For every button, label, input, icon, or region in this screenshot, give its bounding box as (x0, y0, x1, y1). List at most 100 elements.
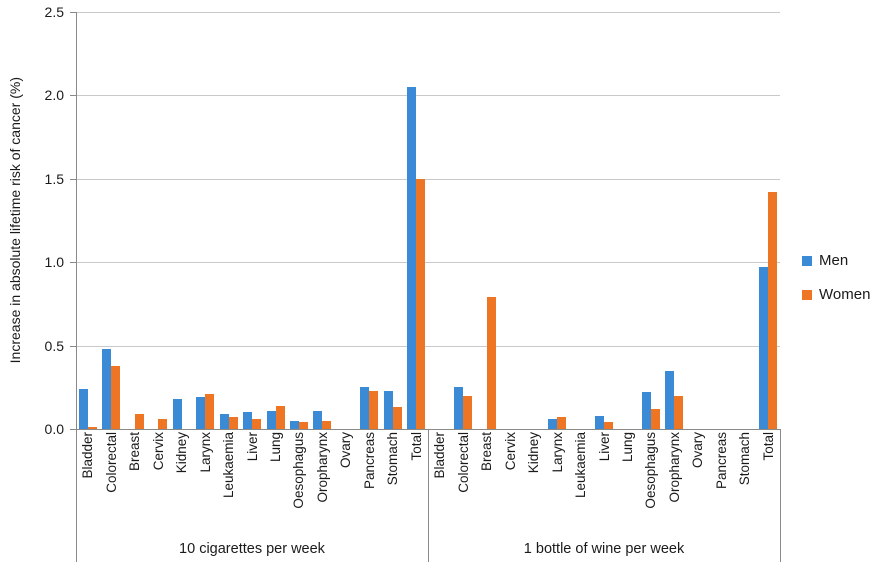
y-tick-label-0.5: 0.5 (44, 337, 64, 354)
bar-men-colorectal-group2 (454, 387, 464, 429)
y-tick-mark-2.5 (70, 12, 76, 13)
category-label-kidney-group2: Kidney (522, 432, 546, 528)
bar-men-oropharynx-group1 (313, 410, 323, 429)
bar-men-oesophagus-group2 (641, 392, 651, 429)
legend: Men Women (802, 252, 870, 320)
group-separator-0 (76, 429, 77, 562)
category-label-total-group2: Total (756, 432, 780, 528)
bar-men-oesophagus-group1 (289, 420, 299, 429)
y-tick-mark-2.0 (70, 95, 76, 97)
category-label-text: Breast (479, 432, 495, 472)
y-tick-label-2.0: 2.0 (44, 87, 64, 104)
category-label-lung-group2: Lung (616, 432, 640, 528)
category-label-text: Kidney (174, 432, 190, 474)
bar-men-larynx-group1 (196, 397, 206, 429)
y-tick-mark-0.0 (70, 429, 76, 430)
category-label-oesophagus-group1: Oesophagus (287, 432, 311, 528)
category-label-pancreas-group1: Pancreas (357, 432, 381, 528)
category-label-oropharynx-group2: Oropharynx (662, 432, 686, 528)
bar-women-cervix-group1 (158, 419, 168, 429)
category-label-total-group1: Total (404, 432, 428, 528)
gridline-1.5 (76, 178, 780, 180)
category-label-bladder-group1: Bladder (76, 432, 100, 528)
category-label-breast-group2: Breast (475, 432, 499, 528)
category-label-text: Cervix (502, 432, 518, 471)
bar-men-total-group1 (407, 87, 417, 429)
gridline-2.0 (76, 95, 780, 97)
category-label-bladder-group2: Bladder (428, 432, 452, 528)
bar-women-oesophagus-group1 (298, 422, 308, 429)
category-label-stomach-group1: Stomach (381, 432, 405, 528)
women-series-swatch (802, 289, 812, 300)
group-separator-1 (428, 429, 429, 562)
bar-men-larynx-group2 (548, 419, 558, 429)
category-label-liver-group1: Liver (240, 432, 264, 528)
category-label-text: Oropharynx (314, 432, 330, 503)
category-label-liver-group2: Liver (592, 432, 616, 528)
category-label-breast-group1: Breast (123, 432, 147, 528)
bar-women-oropharynx-group2 (674, 395, 684, 429)
y-tick-label-1.5: 1.5 (44, 170, 64, 187)
category-label-text: Cervix (150, 432, 166, 471)
category-label-text: Pancreas (713, 432, 729, 490)
bar-women-total-group1 (416, 178, 426, 429)
legend-item-men: Men (802, 252, 870, 269)
category-label-text: Liver (596, 432, 612, 462)
category-label-leukaemia-group2: Leukaemia (569, 432, 593, 528)
gridline-2.5 (76, 12, 780, 13)
category-label-text: Stomach (737, 432, 753, 486)
bar-women-oropharynx-group1 (322, 420, 332, 429)
group-label-wine: 1 bottle of wine per week (523, 541, 685, 557)
category-label-text: Leukaemia (221, 432, 236, 499)
category-label-text: Lung (620, 432, 635, 463)
category-label-text: Ovary (690, 432, 706, 469)
category-label-colorectal-group1: Colorectal (99, 432, 123, 528)
bar-men-leukaemia-group1 (219, 414, 229, 429)
category-label-lung-group1: Lung (264, 432, 288, 528)
bar-women-liver-group1 (252, 419, 261, 429)
category-label-text: Bladder (80, 432, 96, 479)
y-axis-title: Increase in absolute lifetime risk of ca… (4, 12, 26, 429)
category-label-cervix-group1: Cervix (146, 432, 170, 528)
y-tick-label-0.0: 0.0 (44, 421, 64, 437)
category-label-kidney-group1: Kidney (170, 432, 194, 528)
bar-women-lung-group1 (275, 405, 285, 429)
category-label-larynx-group2: Larynx (545, 432, 569, 528)
group-separator-2 (780, 429, 781, 562)
y-tick-label-2.5: 2.5 (44, 4, 64, 20)
category-label-pancreas-group2: Pancreas (709, 432, 733, 528)
legend-item-women: Women (802, 286, 870, 303)
category-label-text: Colorectal (455, 432, 471, 493)
bar-women-oesophagus-group2 (650, 409, 660, 429)
category-label-text: Larynx (197, 432, 213, 473)
bar-women-breast-group1 (134, 414, 144, 429)
category-label-text: Total (408, 432, 424, 461)
category-label-ovary-group2: Ovary (686, 432, 710, 528)
men-series-swatch (802, 255, 812, 266)
gridline-0.5 (76, 345, 780, 347)
y-tick-mark-0.5 (70, 345, 76, 347)
bar-women-colorectal-group1 (111, 365, 121, 429)
category-label-text: Breast (127, 432, 143, 472)
legend-label-men: Men (819, 252, 849, 269)
bar-women-leukaemia-group1 (228, 417, 238, 429)
category-label-text: Ovary (338, 432, 354, 469)
category-label-leukaemia-group1: Leukaemia (217, 432, 241, 528)
category-label-text: Stomach (385, 432, 401, 486)
category-label-text: Kidney (526, 432, 542, 474)
group-label-cigarettes: 10 cigarettes per week (179, 541, 325, 557)
category-label-ovary-group1: Ovary (334, 432, 358, 528)
y-tick-mark-1.5 (70, 178, 76, 180)
category-label-text: Leukaemia (573, 432, 588, 499)
legend-label-women: Women (819, 286, 871, 303)
bar-men-stomach-group1 (383, 390, 393, 429)
bar-men-lung-group1 (266, 410, 276, 429)
bar-men-colorectal-group1 (102, 348, 112, 429)
bar-women-total-group2 (768, 192, 778, 429)
y-axis-line (76, 12, 77, 430)
category-label-text: Oropharynx (666, 432, 682, 503)
category-label-text: Lung (268, 432, 283, 463)
bar-women-stomach-group1 (392, 407, 402, 429)
bar-men-liver-group2 (595, 415, 604, 429)
